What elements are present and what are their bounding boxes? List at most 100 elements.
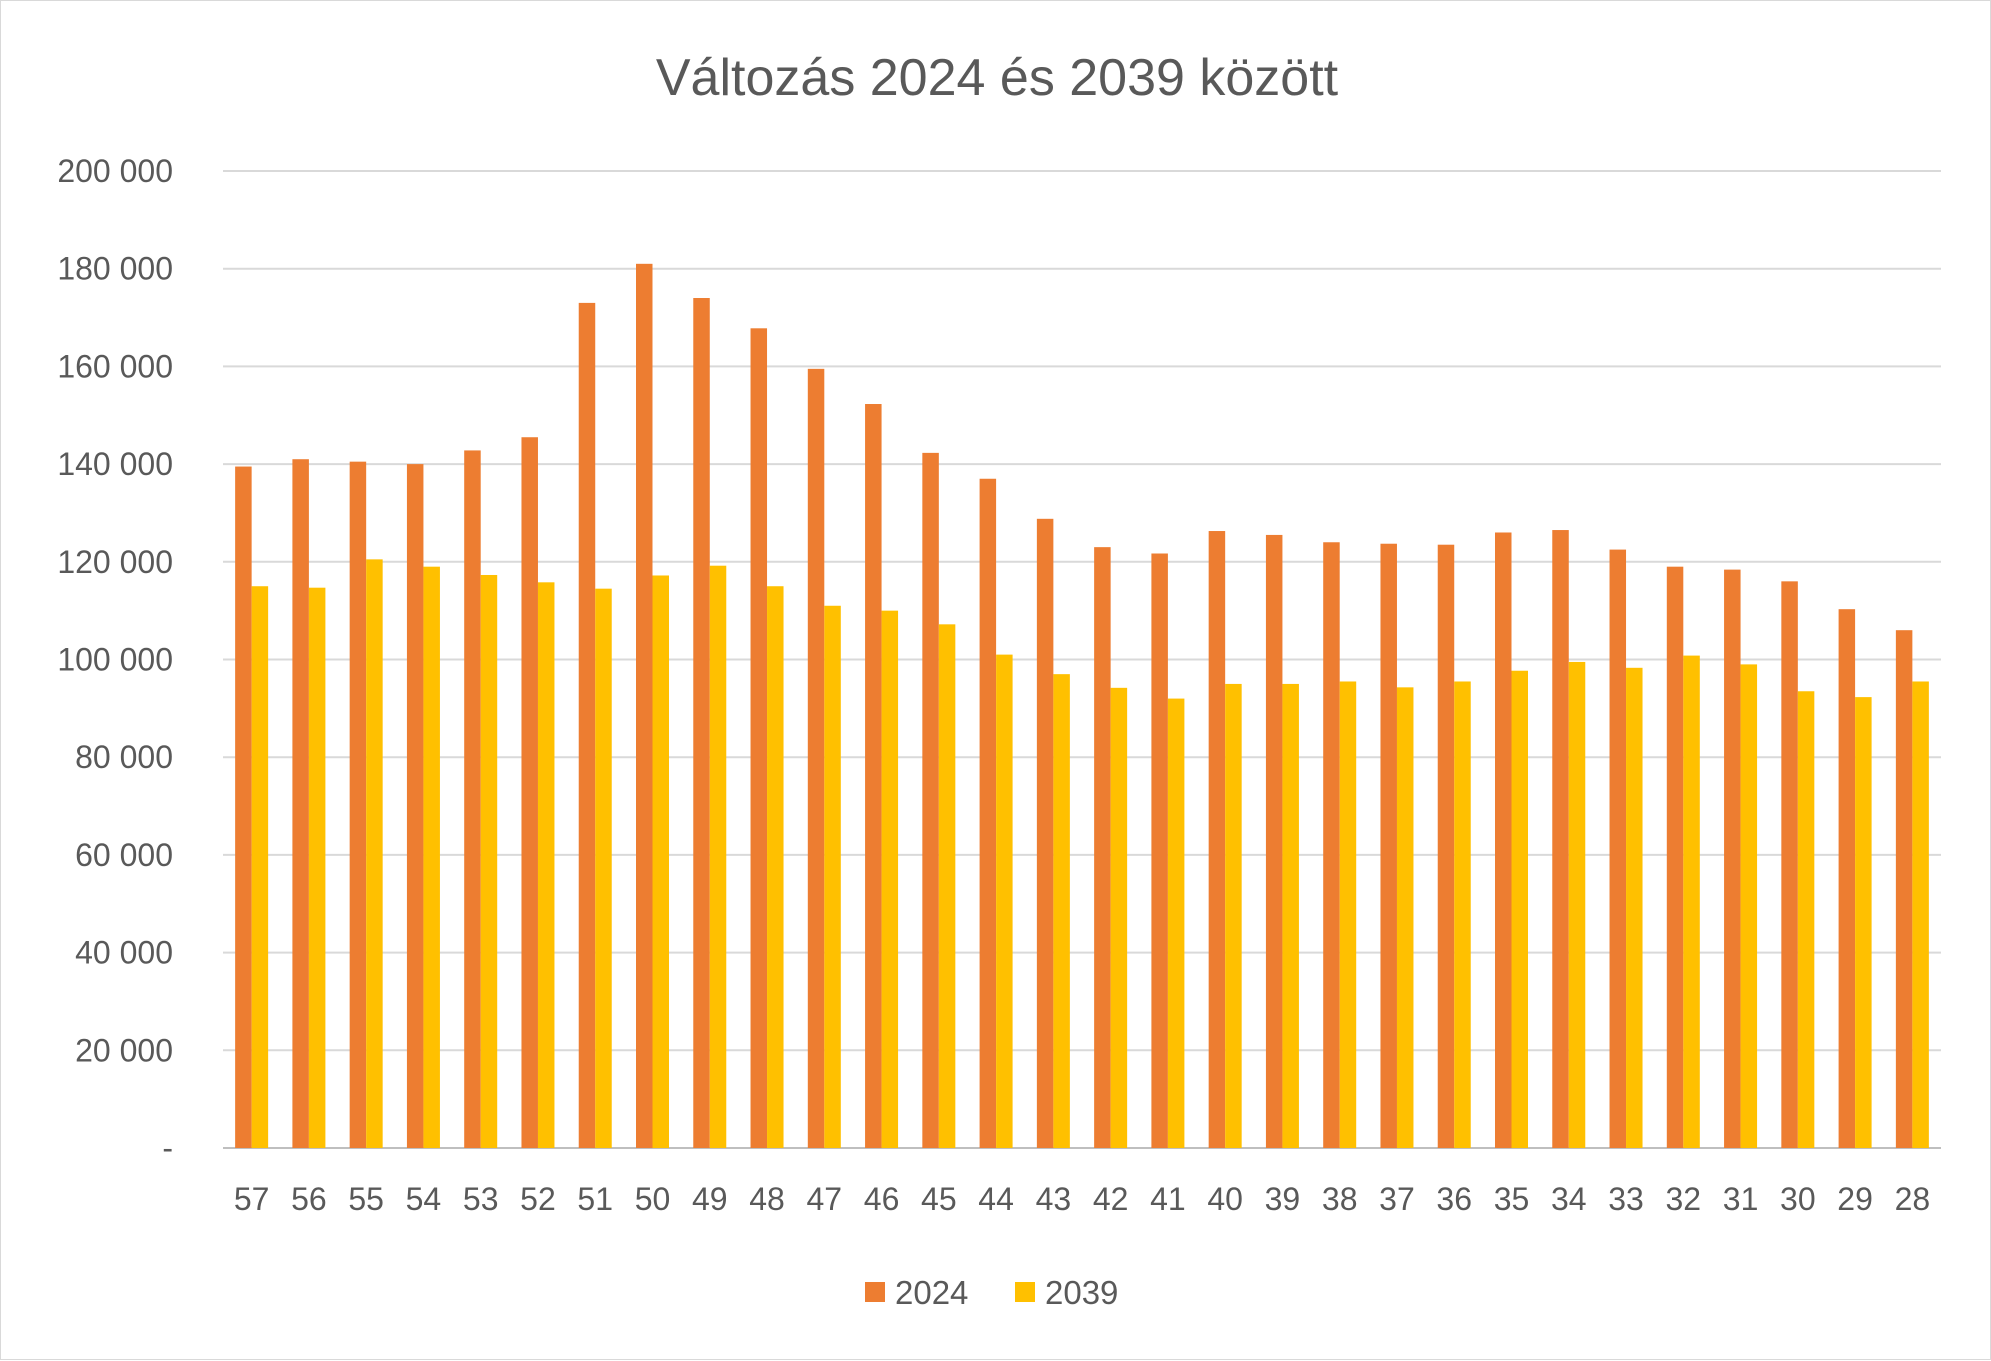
x-tick-label: 29 [1837, 1181, 1873, 1217]
bar-2024-39 [1265, 534, 1283, 1148]
y-tick-label: 180 000 [57, 251, 173, 287]
bar-2024-53 [464, 450, 481, 1148]
bar-2039-42 [1110, 687, 1128, 1148]
bar-2024-54 [406, 464, 424, 1149]
bar-2039-52 [537, 582, 555, 1148]
x-tick-label: 51 [577, 1181, 613, 1217]
bar-2024-44 [979, 478, 997, 1148]
bar-2024-57 [235, 466, 252, 1149]
x-tick-label: 57 [234, 1181, 270, 1217]
bar-2039-54 [423, 566, 440, 1148]
bar-2039-41 [1167, 698, 1185, 1148]
x-tick-label: 37 [1379, 1181, 1415, 1217]
y-axis: - 20 000 40 000 60 000 80 000 100 000 120 000 1… [57, 153, 173, 1166]
y-tick-label: 100 000 [57, 642, 173, 678]
bar-2039-39 [1282, 683, 1299, 1148]
bar-2039-34 [1568, 661, 1586, 1148]
bar-2024-46 [865, 404, 882, 1148]
legend-swatch-2039 [1015, 1282, 1035, 1302]
bar-2039-55 [366, 559, 383, 1148]
bar-2024-40 [1208, 531, 1226, 1148]
y-tick-label: 140 000 [57, 446, 173, 482]
bar-2024-48 [750, 328, 768, 1148]
bar-2024-35 [1495, 532, 1512, 1148]
x-tick-label: 42 [1093, 1181, 1129, 1217]
x-tick-label: 53 [463, 1181, 499, 1217]
y-tick-label: 20 000 [75, 1032, 173, 1068]
x-tick-label: 32 [1666, 1181, 1702, 1217]
y-tick-label: 160 000 [57, 348, 173, 384]
bar-2024-50 [636, 263, 653, 1148]
bar-2024-45 [922, 452, 939, 1148]
y-tick-label: - [162, 1130, 173, 1166]
bar-2024-49 [693, 298, 710, 1148]
chart-title: Változás 2024 és 2039 között [656, 49, 1339, 107]
x-tick-label: 31 [1723, 1181, 1759, 1217]
bar-2024-41 [1151, 553, 1168, 1148]
bar-2039-44 [996, 654, 1013, 1148]
bar-2024-28 [1895, 630, 1913, 1148]
bar-2039-32 [1683, 655, 1700, 1148]
x-tick-label: 56 [291, 1181, 327, 1217]
bar-2039-53 [480, 574, 498, 1148]
bar-2039-51 [595, 588, 612, 1148]
bar-2039-33 [1626, 667, 1643, 1148]
y-tick-label: 60 000 [75, 837, 173, 873]
x-tick-label: 39 [1265, 1181, 1301, 1217]
x-tick-label: 46 [864, 1181, 900, 1217]
legend-label-2024: 2024 [895, 1274, 968, 1311]
bar-2039-57 [251, 586, 269, 1148]
bar-2024-31 [1724, 569, 1741, 1148]
bar-2039-28 [1912, 681, 1929, 1148]
gridlines [223, 170, 1941, 1149]
bar-2024-42 [1094, 547, 1111, 1148]
bar-2039-31 [1740, 664, 1758, 1148]
bar-2039-29 [1855, 697, 1872, 1148]
x-tick-label: 34 [1551, 1181, 1587, 1217]
bar-2024-47 [807, 368, 825, 1148]
y-tick-label: 200 000 [57, 153, 173, 189]
bar-2024-37 [1380, 543, 1397, 1148]
bar-2024-52 [521, 437, 538, 1148]
bar-2039-30 [1797, 691, 1815, 1148]
x-tick-label: 28 [1895, 1181, 1931, 1217]
bar-2024-33 [1609, 549, 1627, 1148]
bar-2024-43 [1036, 518, 1054, 1148]
x-tick-label: 54 [406, 1181, 442, 1217]
x-tick-label: 50 [635, 1181, 671, 1217]
y-tick-label: 120 000 [57, 544, 173, 580]
legend: 2024 2039 [865, 1274, 1118, 1311]
x-tick-label: 43 [1036, 1181, 1072, 1217]
bar-2024-56 [292, 459, 309, 1149]
x-tick-label: 38 [1322, 1181, 1358, 1217]
x-tick-label: 52 [520, 1181, 556, 1217]
bar-2039-38 [1339, 681, 1357, 1148]
x-tick-label: 36 [1436, 1181, 1472, 1217]
bar-2039-40 [1225, 683, 1242, 1148]
bar-2024-30 [1781, 581, 1798, 1148]
legend-swatch-2024 [865, 1282, 885, 1302]
bar-2039-48 [767, 586, 784, 1148]
x-tick-label: 48 [749, 1181, 785, 1217]
bar-2024-38 [1323, 542, 1340, 1148]
bar-2024-51 [578, 302, 596, 1148]
bar-2039-49 [709, 565, 727, 1148]
bar-2039-35 [1511, 670, 1528, 1148]
bar-2024-34 [1552, 530, 1569, 1148]
y-tick-label: 40 000 [75, 935, 173, 971]
x-tick-label: 35 [1494, 1181, 1530, 1217]
x-tick-label: 41 [1150, 1181, 1186, 1217]
bar-2024-36 [1437, 544, 1455, 1148]
bars [235, 263, 1929, 1149]
x-tick-label: 40 [1207, 1181, 1243, 1217]
bar-2039-37 [1396, 687, 1414, 1148]
bar-2039-50 [652, 575, 669, 1148]
legend-label-2039: 2039 [1045, 1274, 1118, 1311]
bar-2024-29 [1838, 609, 1856, 1148]
x-tick-label: 55 [348, 1181, 384, 1217]
bar-2039-43 [1053, 674, 1070, 1148]
bar-2039-46 [881, 610, 899, 1148]
x-tick-label: 44 [978, 1181, 1014, 1217]
x-axis: 57 56 55 54 53 52 51 50 49 48 47 46 45 44 43 42 41 40 39 38… [234, 1181, 1930, 1217]
